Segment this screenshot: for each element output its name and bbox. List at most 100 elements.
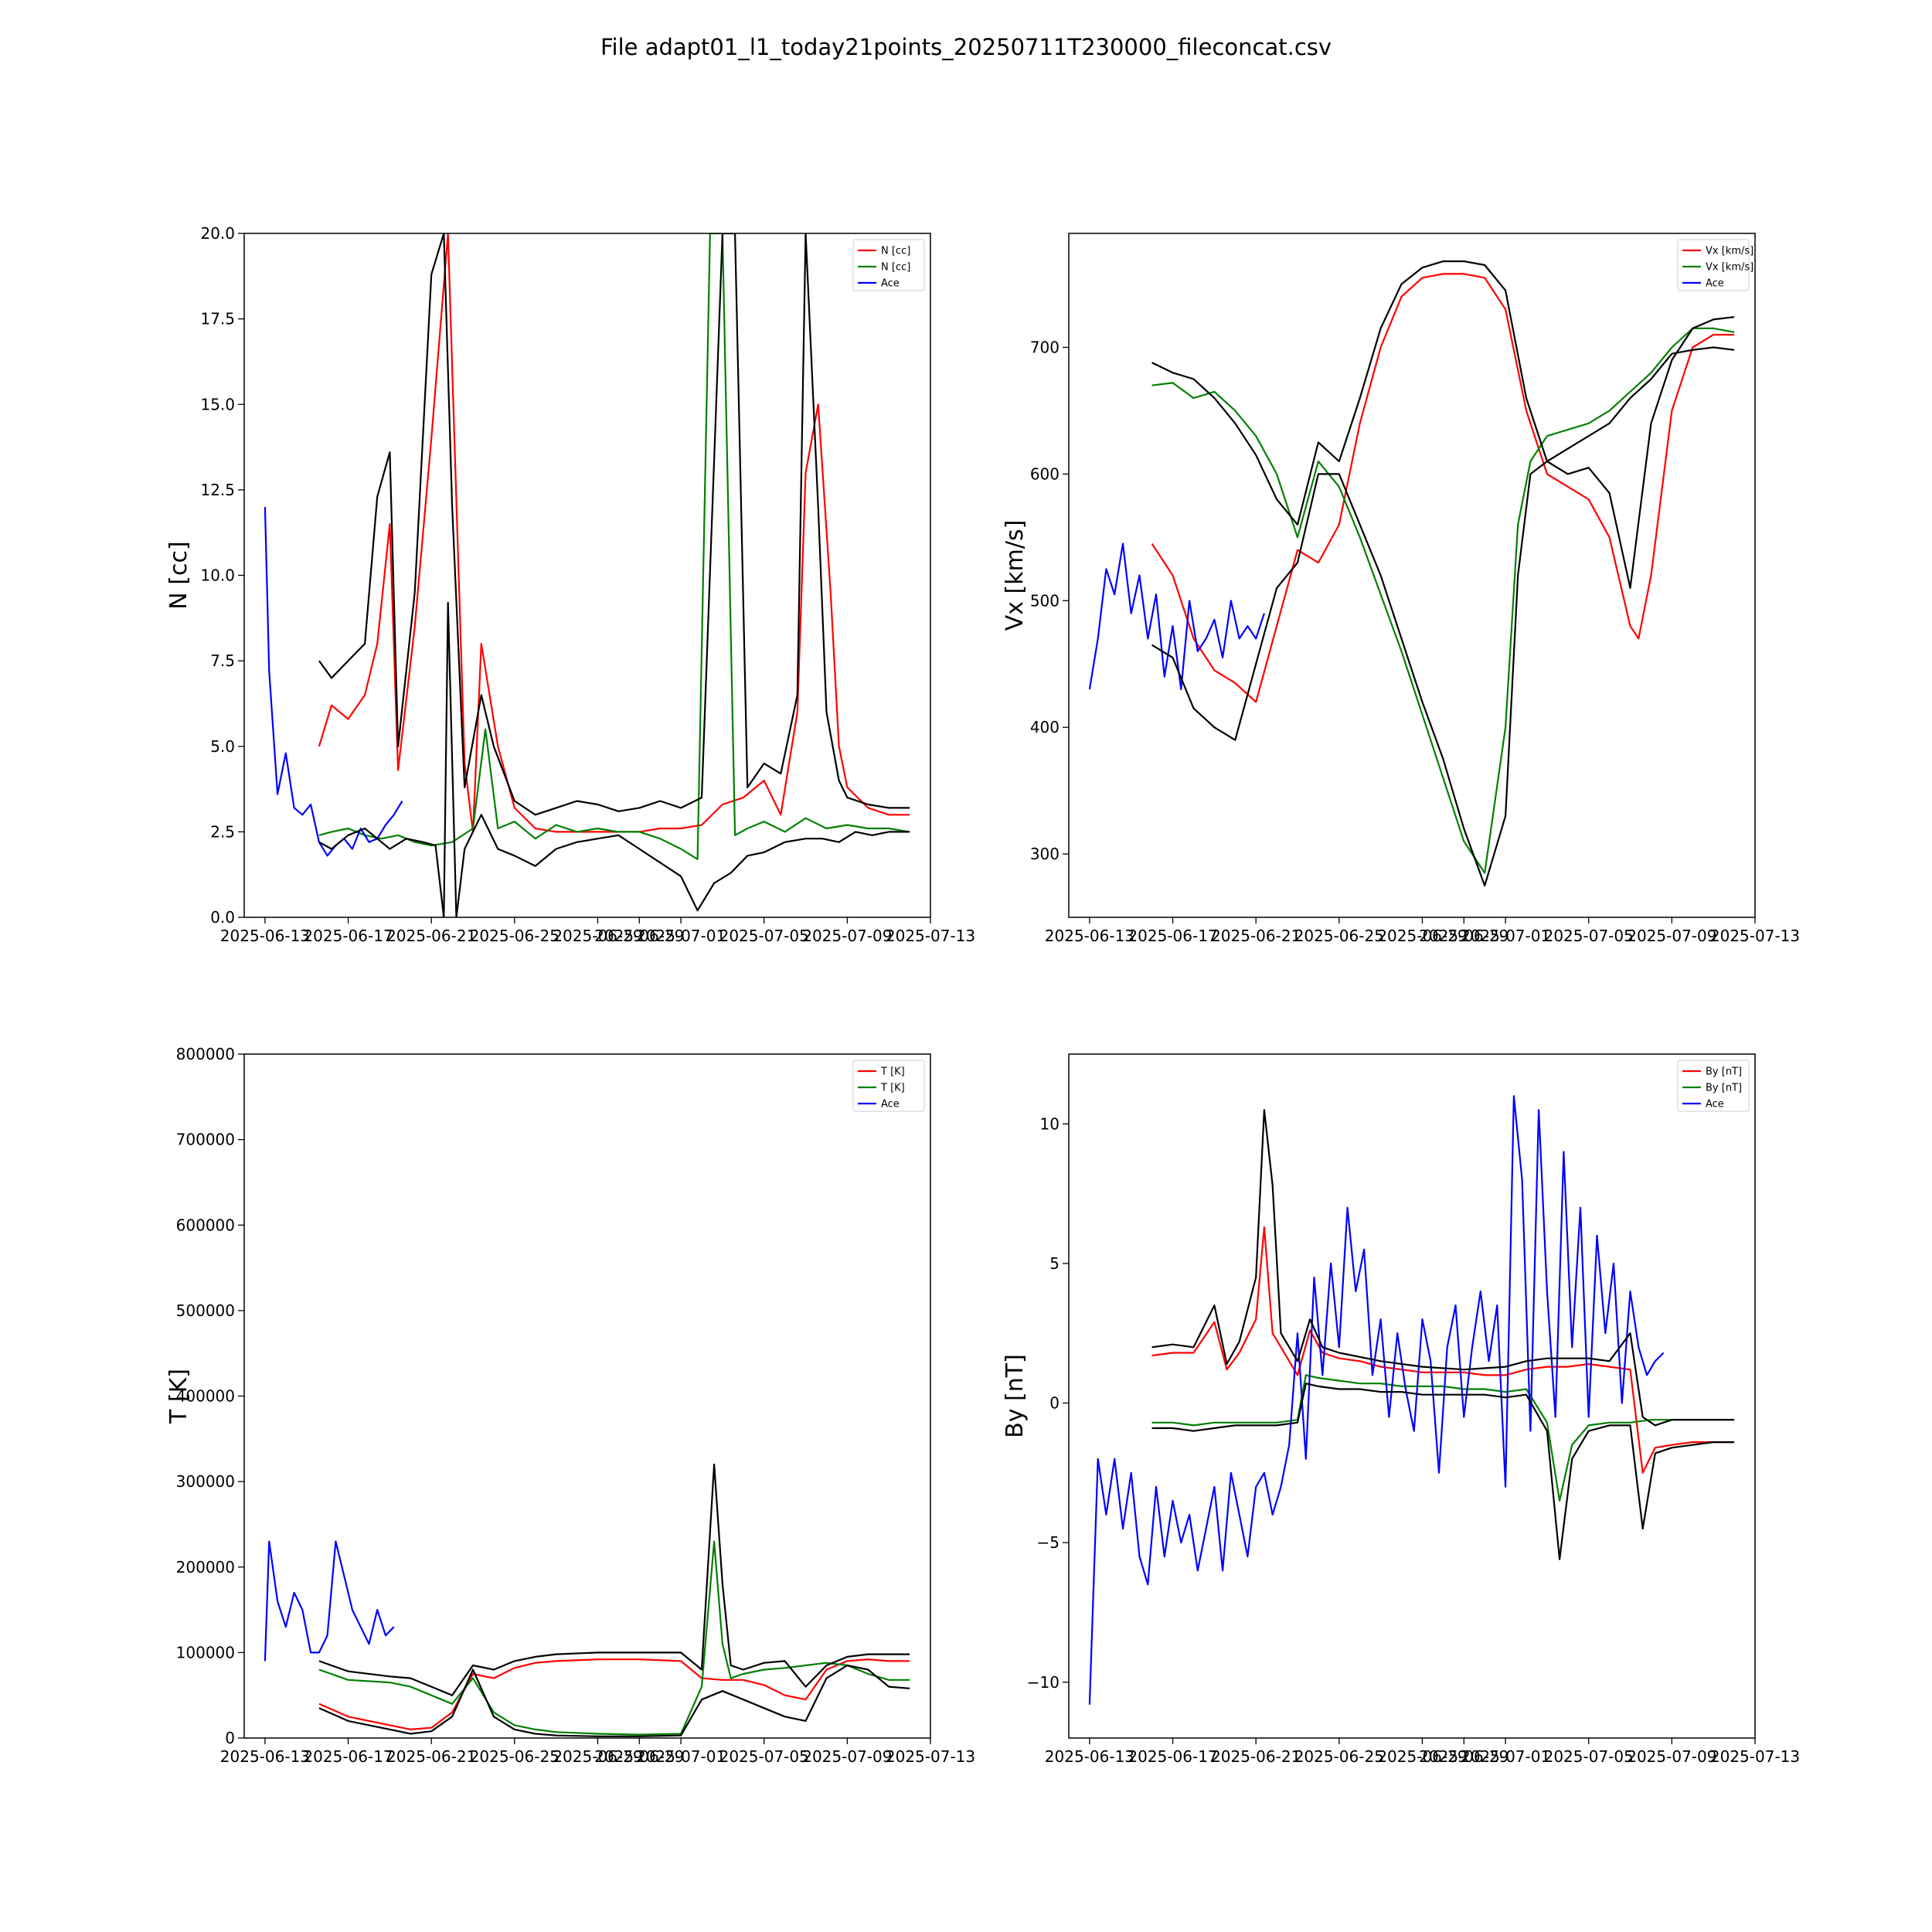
series-line-Vx-0 [1151,273,1735,703]
x-tick-label-By-8: 2025-07-09 [1627,1747,1716,1766]
x-tick-label-T-3: 2025-06-25 [470,1747,560,1766]
series-line-T-4 [318,1664,910,1737]
x-tick-label-N-1: 2025-06-17 [303,927,393,945]
plot-frame-By [1068,1053,1756,1739]
x-tick-label-T-8: 2025-07-09 [802,1747,892,1766]
x-tick-label-Vx-9: 2025-07-13 [1710,927,1800,945]
legend-label-T-2: Ace [881,1099,900,1111]
x-tick-label-N-2: 2025-06-21 [386,927,476,945]
y-tick-label-Vx-2: 500 [1030,591,1060,610]
chart-N: 2025-06-132025-06-172025-06-212025-06-25… [165,224,975,945]
y-tick-label-By-3: 5 [1049,1254,1060,1273]
x-tick-label-By-7: 2025-07-05 [1544,1747,1634,1766]
y-tick-label-N-2: 5.0 [210,737,235,756]
x-tick-label-T-6: 2025-07-01 [636,1747,726,1766]
series-line-N-2 [264,506,403,857]
legend-label-N-2: Ace [881,278,900,290]
legend-label-Vx-1: Vx [km/s] [1706,262,1753,274]
legend-label-Vx-0: Vx [km/s] [1706,246,1753,257]
x-tick-label-By-9: 2025-07-13 [1710,1747,1800,1766]
series-line-Vx-4 [1151,346,1735,887]
x-tick-label-N-9: 2025-07-13 [886,927,975,945]
y-axis-label-By: By [nT] [1002,1354,1029,1438]
series-line-N-1 [318,233,910,860]
x-tick-label-Vx-8: 2025-07-09 [1627,927,1716,945]
y-tick-label-By-0: −10 [1027,1673,1060,1692]
y-tick-label-Vx-0: 300 [1030,845,1060,863]
series-line-T-1 [318,1540,910,1736]
y-axis-label-Vx: Vx [km/s] [1002,520,1029,631]
x-tick-label-Vx-2: 2025-06-21 [1211,927,1301,945]
chart-Vx: 2025-06-132025-06-172025-06-212025-06-25… [1002,233,1800,945]
x-tick-label-By-4: 2025-06-29 [1377,1747,1467,1766]
y-tick-label-Vx-4: 700 [1030,338,1060,357]
series-line-By-1 [1151,1374,1735,1502]
y-tick-label-N-8: 20.0 [200,224,235,243]
y-tick-label-T-6: 600000 [176,1216,235,1234]
x-tick-label-Vx-3: 2025-06-25 [1294,927,1384,945]
x-tick-label-Vx-7: 2025-07-05 [1544,927,1634,945]
x-tick-label-By-2: 2025-06-21 [1211,1747,1301,1766]
x-tick-label-By-3: 2025-06-25 [1294,1747,1384,1766]
legend-label-By-0: By [nT] [1706,1066,1742,1078]
x-tick-label-T-7: 2025-07-05 [719,1747,809,1766]
x-tick-label-By-1: 2025-06-17 [1128,1747,1217,1766]
chart-By: 2025-06-132025-06-172025-06-212025-06-25… [1002,1053,1800,1766]
x-tick-label-N-4: 2025-06-29 [553,927,642,945]
y-tick-label-T-8: 800000 [176,1045,235,1063]
x-tick-label-Vx-5: 2025-06-29 [1419,927,1509,945]
y-tick-label-N-1: 2.5 [210,822,235,841]
y-tick-label-Vx-1: 400 [1030,718,1060,736]
x-tick-label-T-0: 2025-06-13 [220,1747,310,1766]
legend-label-T-0: T [K] [880,1066,905,1078]
y-tick-label-N-3: 7.5 [210,651,235,670]
x-tick-label-T-5: 2025-06-29 [594,1747,684,1766]
series-line-Vx-2 [1088,543,1265,691]
figure-title: File adapt01_l1_today21points_20250711T2… [600,34,1332,60]
legend-label-Vx-2: Ace [1706,278,1724,290]
x-tick-label-N-8: 2025-07-09 [802,927,892,945]
y-tick-label-N-4: 10.0 [200,566,235,585]
legend-box-By [1677,1060,1750,1112]
legend-box-Vx [1677,239,1750,291]
plot-frame-Vx [1068,233,1756,918]
y-tick-label-T-2: 200000 [176,1558,235,1577]
series-line-By-4 [1151,1383,1735,1560]
y-axis-label-N: N [cc] [165,541,192,609]
plot-frame-N [243,233,931,918]
y-tick-label-By-1: −5 [1037,1533,1060,1552]
x-tick-label-T-2: 2025-06-21 [386,1747,476,1766]
series-line-By-0 [1151,1226,1735,1474]
y-tick-label-T-1: 100000 [176,1643,235,1662]
y-tick-label-T-0: 0 [225,1729,235,1747]
series-line-By-3 [1151,1109,1735,1427]
legend-box-N [852,239,925,291]
series-line-Vx-3 [1151,260,1735,590]
series-line-N-4 [318,601,910,917]
x-tick-label-N-0: 2025-06-13 [220,927,310,945]
chart-T: 2025-06-132025-06-172025-06-212025-06-25… [165,1045,975,1766]
y-tick-label-T-4: 400000 [176,1387,235,1406]
y-tick-label-N-0: 0.0 [210,908,235,927]
x-tick-label-N-3: 2025-06-25 [470,927,560,945]
y-tick-label-T-7: 700000 [176,1131,235,1149]
series-line-N-0 [318,233,910,833]
x-tick-label-By-0: 2025-06-13 [1045,1747,1134,1766]
x-tick-label-T-4: 2025-06-29 [553,1747,642,1766]
x-tick-label-By-6: 2025-07-01 [1461,1747,1550,1766]
x-tick-label-By-5: 2025-06-29 [1419,1747,1509,1766]
y-tick-label-By-2: 0 [1049,1394,1060,1413]
series-line-T-0 [318,1658,910,1730]
y-tick-label-Vx-3: 600 [1030,464,1060,483]
x-tick-label-T-9: 2025-07-13 [886,1747,975,1766]
x-tick-label-N-5: 2025-06-29 [594,927,684,945]
plot-frame-T [243,1053,931,1739]
y-tick-label-N-6: 15.0 [200,395,235,413]
legend-box-T [852,1060,925,1112]
series-line-N-3 [318,233,910,816]
x-tick-label-N-7: 2025-07-05 [719,927,809,945]
x-tick-label-Vx-4: 2025-06-29 [1377,927,1467,945]
y-tick-label-N-7: 17.5 [200,310,235,328]
series-line-Vx-1 [1151,327,1735,874]
